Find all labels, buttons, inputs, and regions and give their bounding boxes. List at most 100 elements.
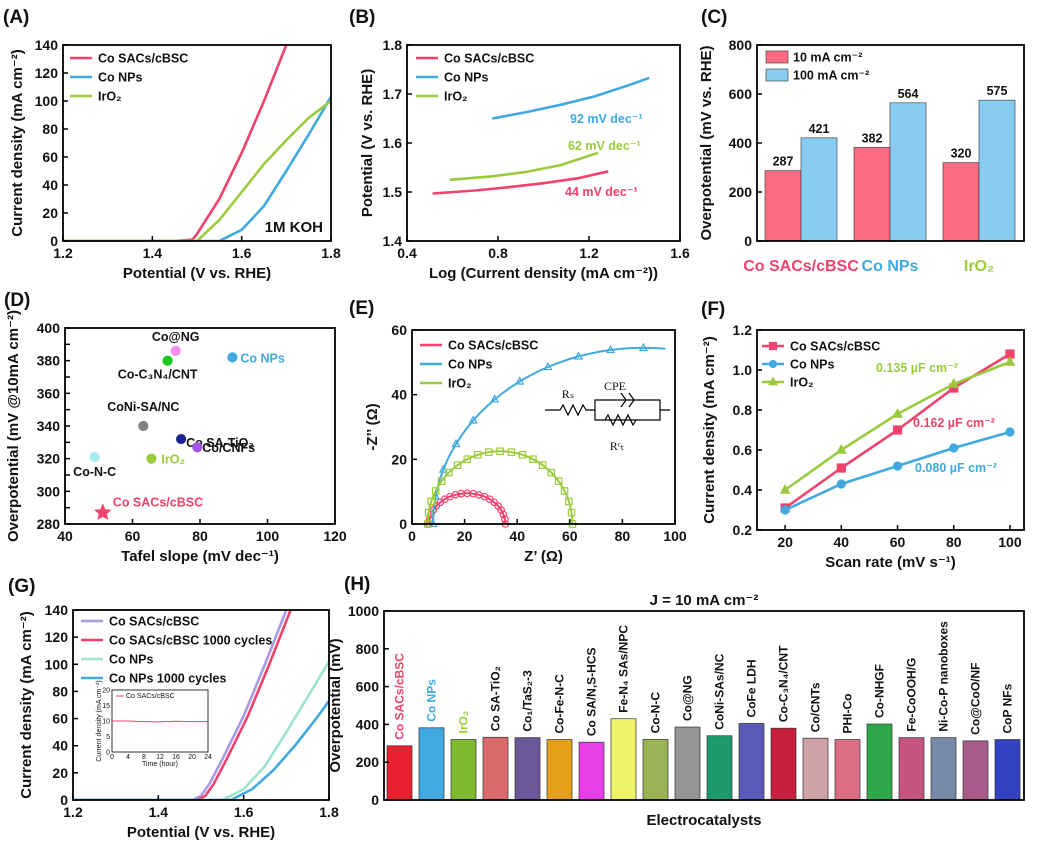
y-axis-label: Current density (mA cm⁻²): [9, 49, 26, 236]
y-tick-label: 140: [35, 37, 59, 53]
y-tick-label: 120: [45, 629, 69, 645]
y-tick-label: 360: [37, 385, 61, 401]
category-label: Co@CoO/NF: [969, 662, 983, 734]
inset-x-tick-label: 16: [172, 754, 180, 761]
y-tick-label: 80: [52, 683, 68, 699]
y-tick-label: 0: [371, 792, 379, 808]
y-tick-label: 320: [37, 451, 61, 467]
data-point: [1004, 355, 1016, 366]
y-axis-label: Potential (V vs. RHE): [359, 69, 376, 217]
inset-y-tick-label: 10: [102, 719, 110, 726]
bar-value-label: 421: [809, 122, 830, 136]
legend-entry: IrO₂: [98, 90, 122, 104]
data-point: [170, 345, 181, 356]
category-label: Co SACs/cBSC: [743, 258, 859, 275]
x-tick-label: 60: [125, 528, 141, 544]
series-line: [63, 96, 331, 241]
tafel-annotation-co-nps: 92 mV dec⁻¹: [570, 112, 643, 126]
y-axis-label: -Z’’ (Ω): [364, 403, 381, 450]
point-label: Co SACs/cBSC: [113, 496, 203, 510]
data-point: [892, 407, 903, 418]
fit-line: [426, 450, 574, 525]
series-line: [492, 76, 650, 120]
panel-C: 287 421 Co SACs/cBSC 382 564 Co NPs 320 575 IrO₂…: [698, 7, 1025, 275]
data-point: [948, 377, 960, 388]
point-label: Co/CNFs: [202, 441, 255, 455]
panel-label: (G): [8, 576, 35, 597]
y-tick-label: 340: [37, 418, 61, 434]
bar: [706, 735, 733, 801]
legend-marker: [768, 341, 778, 351]
inset-line: [112, 720, 208, 723]
bar: [514, 737, 541, 801]
x-tick-label: 80: [946, 534, 962, 550]
bar: [930, 737, 957, 801]
point-label: CoNi-SA/NC: [107, 400, 179, 414]
bar-value-label: 382: [862, 131, 883, 145]
y-tick-label: 0: [50, 233, 58, 249]
y-axis-label: Overpotential (mV @10mA cm⁻²): [5, 310, 22, 542]
category-label: Co-C₃N₄/CNT: [777, 645, 791, 722]
inset-x-tick-label: 8: [142, 754, 146, 761]
equivalent-circuit: Rₛ CPE Rᶜₜ: [545, 379, 670, 453]
x-tick-label: 40: [834, 534, 850, 550]
bar-value-label: 564: [898, 87, 919, 101]
category-label: Co SA-TiO₂: [489, 666, 503, 731]
data-point: [1005, 427, 1015, 437]
point-label: Co-N-C: [73, 465, 116, 479]
y-tick-label: 280: [37, 516, 61, 532]
x-tick-label: 40: [57, 528, 73, 544]
data-point: [835, 443, 847, 454]
data-point: [780, 505, 790, 515]
y-tick-label: 1.8: [383, 37, 403, 53]
legend-entry: Co SACs/cBSC: [444, 52, 534, 66]
legend-swatch: [765, 50, 789, 64]
panel-E: Co SACs/cBSC Co NPs IrO₂ Rₛ CPE Rᶜₜ 0 20 40 60 80 1…: [349, 298, 687, 565]
panel-label: (A): [3, 7, 29, 28]
data-point: [554, 477, 563, 486]
y-tick-label: 0: [744, 233, 752, 249]
y-axis-label: Overpotential (mV): [327, 638, 344, 772]
category-label: Fe-N₄ SAs/NPC: [617, 625, 631, 713]
bar: [764, 170, 802, 242]
data-point: [892, 461, 903, 471]
cpe-element: [620, 392, 635, 408]
y-tick-label: 600: [729, 86, 753, 102]
y-axis-label: Current density (mA cm⁻²): [18, 611, 35, 798]
bar-value-label: 320: [951, 147, 972, 161]
plot-frame: [72, 609, 330, 801]
panel-label: (F): [701, 299, 725, 320]
data-point: [176, 433, 187, 445]
series-line: [73, 700, 329, 800]
y-tick-label: 40: [52, 738, 68, 754]
category-label: PHI-Co: [841, 694, 855, 734]
inset-x-tick-label: 24: [204, 754, 212, 761]
tafel-annotation-iro2: 62 mV dec⁻¹: [568, 139, 641, 153]
x-tick-label: 20: [777, 534, 793, 550]
plot-frame: [62, 44, 332, 242]
x-tick-label: 80: [192, 528, 208, 544]
fit-line: [432, 346, 666, 525]
panel-G: 1.2 1.4 1.6 1.8020406080100120140Potential …: [8, 576, 339, 841]
legend-entry: Co SACs/cBSC: [790, 340, 880, 354]
panel-label: (E): [349, 298, 374, 319]
x-axis-label: Log (Current density (mA cm⁻²)): [429, 265, 658, 282]
x-axis-label: Potential (V vs. RHE): [127, 824, 275, 841]
y-tick-label: 100: [35, 93, 59, 109]
data-point: [538, 461, 547, 469]
x-tick-label: 1.2: [579, 245, 599, 261]
x-tick-label: 1.6: [232, 245, 252, 261]
legend-entry: Co NPs: [98, 71, 143, 85]
category-label: Co SA/N,S-HCS: [585, 647, 599, 736]
data-point: [138, 420, 149, 432]
legend-entry: Co NPs 1000 cycles: [109, 672, 226, 686]
y-tick-label: 60: [42, 149, 58, 165]
x-tick-label: 100: [998, 534, 1022, 550]
x-axis-label: Scan rate (mV s⁻¹): [825, 554, 955, 571]
resistor-rs: [545, 403, 595, 417]
x-tick-label: 0.4: [397, 245, 417, 261]
panel-D: Co SACs/cBSC Co NPs IrO₂ Co@NG Co-C₃N₄/CNT Co…: [4, 290, 347, 565]
y-tick-label: 1.2: [733, 322, 753, 338]
point-label: IrO₂: [161, 453, 185, 467]
